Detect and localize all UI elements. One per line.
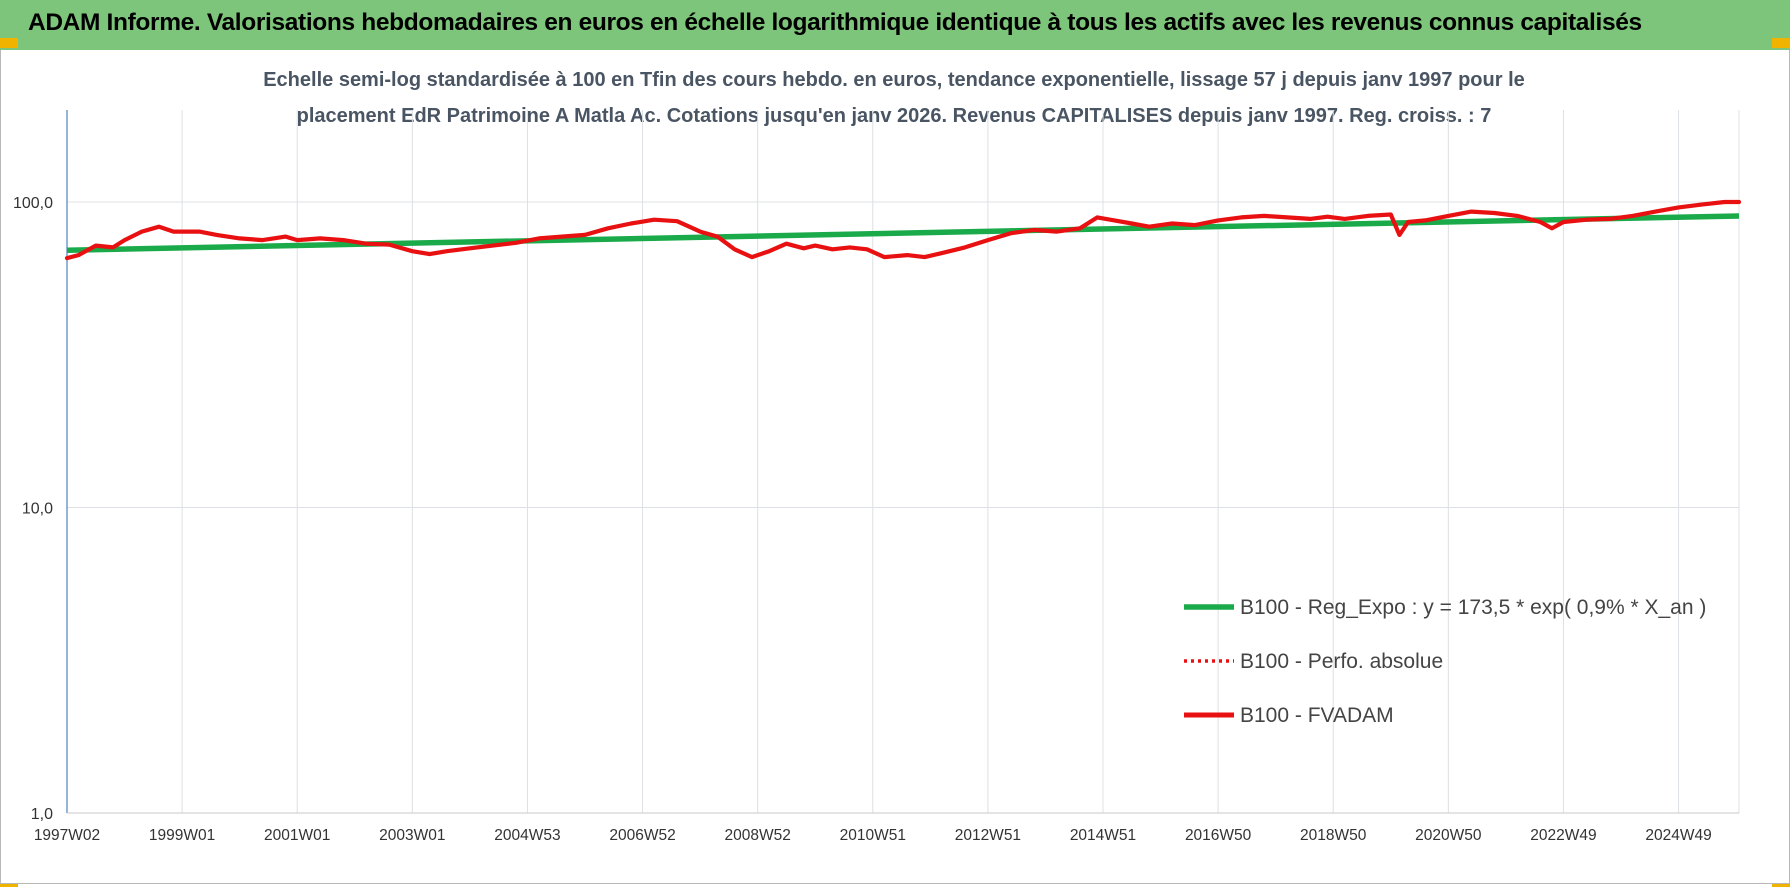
corner-marker-right bbox=[1772, 38, 1790, 48]
axes bbox=[66, 110, 1739, 814]
x-tick-label: 2010W51 bbox=[840, 827, 906, 844]
series-fvadam-line bbox=[64, 199, 1742, 261]
chart-subtitle-line-2: placement EdR Patrimoine A Matla Ac. Cot… bbox=[297, 105, 1492, 127]
x-tick-label: 2018W50 bbox=[1300, 827, 1367, 844]
x-tick-label: 1999W01 bbox=[149, 827, 215, 844]
x-tick-label: 2008W52 bbox=[724, 827, 790, 844]
grid-lines bbox=[67, 110, 1740, 814]
y-tick-label: 10,0 bbox=[22, 500, 53, 517]
legend-label-3: B100 - FVADAM bbox=[1240, 704, 1394, 727]
y-tick-label: 1,0 bbox=[31, 806, 53, 823]
report-header: ADAM Informe. Valorisations hebdomadaire… bbox=[0, 0, 1790, 50]
series-lines bbox=[64, 199, 1742, 261]
chart-svg: Echelle semi-log standardisée à 100 en T… bbox=[13, 69, 1742, 844]
legend-label-1: B100 - Reg_Expo : y = 173,5 * exp( 0,9% … bbox=[1240, 596, 1706, 619]
y-tick-label: 100,0 bbox=[13, 195, 53, 212]
x-tick-label: 2024W49 bbox=[1645, 827, 1711, 844]
x-tick-label: 2016W50 bbox=[1185, 827, 1252, 844]
x-tick-label: 2022W49 bbox=[1530, 827, 1596, 844]
x-tick-label: 2004W53 bbox=[494, 827, 560, 844]
x-tick-label: 2001W01 bbox=[264, 827, 330, 844]
x-tick-label: 2006W52 bbox=[609, 827, 675, 844]
series-reg-expo-line bbox=[66, 213, 1740, 253]
chart-subtitle: Echelle semi-log standardisée à 100 en T… bbox=[263, 69, 1525, 127]
x-tick-label: 2012W51 bbox=[955, 827, 1021, 844]
chart-frame: Echelle semi-log standardisée à 100 en T… bbox=[0, 50, 1790, 884]
x-tick-labels: 1997W02 1999W01 2001W01 2003W01 2004W53 2006W… bbox=[34, 827, 1712, 844]
report-title: ADAM Informe. Valorisations hebdomadaire… bbox=[28, 9, 1642, 36]
legend: B100 - Reg_Expo : y = 173,5 * exp( 0,9% … bbox=[1184, 596, 1706, 727]
x-tick-label: 2020W50 bbox=[1415, 827, 1482, 844]
x-tick-label: 1997W02 bbox=[34, 827, 100, 844]
x-tick-label: 2014W51 bbox=[1070, 827, 1136, 844]
chart-subtitle-line-1: Echelle semi-log standardisée à 100 en T… bbox=[263, 69, 1525, 91]
corner-marker-left bbox=[0, 38, 18, 48]
legend-label-2: B100 - Perfo. absolue bbox=[1240, 650, 1443, 673]
y-tick-labels: 1,0 10,0 100,0 bbox=[13, 195, 53, 823]
x-tick-label: 2003W01 bbox=[379, 827, 445, 844]
